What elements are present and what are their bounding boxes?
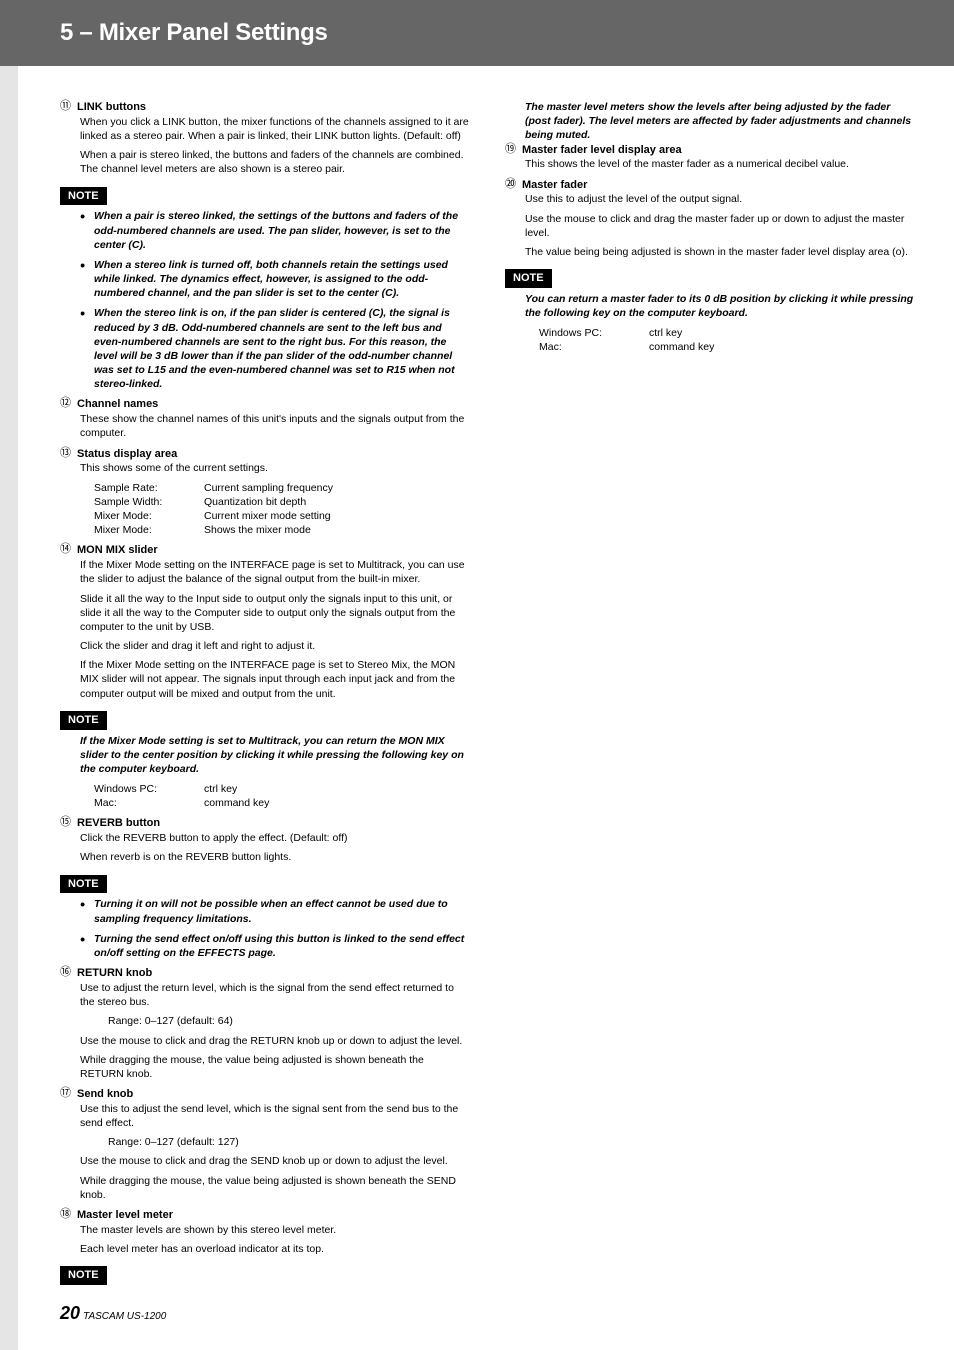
kv-val: ctrl key — [204, 782, 469, 796]
shortcut-table: Windows PC:ctrl key Mac:command key — [539, 326, 914, 354]
item-title: REVERB button — [77, 816, 160, 831]
note-block: NOTE Turning it on will not be possible … — [60, 871, 469, 961]
kv-key: Windows PC: — [539, 326, 649, 340]
item-link-buttons: ⑪ LINK buttons When you click a LINK but… — [60, 100, 469, 177]
body-text: This shows some of the current settings. — [80, 461, 469, 475]
left-margin-bar — [0, 0, 18, 1350]
item-number: ⑮ — [60, 816, 71, 829]
body-text: If the Mixer Mode setting on the INTERFA… — [80, 658, 469, 701]
note-text: The master level meters show the levels … — [525, 100, 914, 143]
kv-key: Mixer Mode: — [94, 523, 204, 537]
item-number: ⑬ — [60, 447, 71, 460]
note-bullet: When the stereo link is on, if the pan s… — [80, 306, 469, 391]
body-text: When a pair is stereo linked, the button… — [80, 148, 469, 176]
product-model: TASCAM US-1200 — [83, 1311, 166, 1322]
item-title: Status display area — [77, 447, 177, 462]
item-channel-names: ⑫ Channel names These show the channel n… — [60, 397, 469, 440]
item-number: ⑪ — [60, 100, 71, 113]
body-text: Use to adjust the return level, which is… — [80, 981, 469, 1009]
status-table: Sample Rate:Current sampling frequency S… — [94, 481, 469, 538]
kv-key: Sample Width: — [94, 495, 204, 509]
body-text: Use the mouse to click and drag the SEND… — [80, 1154, 469, 1168]
body-text: Use this to adjust the level of the outp… — [525, 192, 914, 206]
note-block: NOTE If the Mixer Mode setting is set to… — [60, 707, 469, 811]
item-title: Send knob — [77, 1087, 133, 1102]
note-label: NOTE — [505, 269, 552, 288]
body-text: When you click a LINK button, the mixer … — [80, 115, 469, 143]
kv-val: Shows the mixer mode — [204, 523, 469, 537]
item-number: ⑱ — [60, 1208, 71, 1221]
item-title: Master fader level display area — [522, 143, 682, 158]
body-text: Use this to adjust the send level, which… — [80, 1102, 469, 1130]
body-text: These show the channel names of this uni… — [80, 412, 469, 440]
item-title: Master fader — [522, 178, 587, 193]
item-number: ⑳ — [505, 178, 516, 191]
note-bullet: When a pair is stereo linked, the settin… — [80, 209, 469, 252]
body-text: If the Mixer Mode setting on the INTERFA… — [80, 558, 469, 586]
note-text: If the Mixer Mode setting is set to Mult… — [80, 734, 469, 777]
item-return: ⑯ RETURN knob Use to adjust the return l… — [60, 966, 469, 1081]
body-text: Use the mouse to click and drag the RETU… — [80, 1034, 469, 1048]
kv-key: Windows PC: — [94, 782, 204, 796]
kv-val: command key — [649, 340, 914, 354]
range-text: Range: 0–127 (default: 127) — [108, 1135, 469, 1149]
page-footer: 20 TASCAM US-1200 — [60, 1303, 166, 1324]
chapter-header: 5 – Mixer Panel Settings — [0, 0, 954, 66]
note-block: NOTE You can return a master fader to it… — [505, 265, 914, 355]
body-text: Each level meter has an overload indicat… — [80, 1242, 469, 1256]
body-text: The value being being adjusted is shown … — [525, 245, 914, 259]
item-number: ⑭ — [60, 543, 71, 556]
item-reverb: ⑮ REVERB button Click the REVERB button … — [60, 816, 469, 864]
item-number: ⑰ — [60, 1087, 71, 1100]
kv-val: Current mixer mode setting — [204, 509, 469, 523]
item-number: ⑯ — [60, 966, 71, 979]
kv-val: ctrl key — [649, 326, 914, 340]
shortcut-table: Windows PC:ctrl key Mac:command key — [94, 782, 469, 810]
note-label: NOTE — [60, 1266, 107, 1285]
kv-key: Mac: — [94, 796, 204, 810]
item-master-meter: ⑱ Master level meter The master levels a… — [60, 1208, 469, 1256]
note-bullet: Turning it on will not be possible when … — [80, 897, 469, 925]
body-text: Use the mouse to click and drag the mast… — [525, 212, 914, 240]
body-text: Click the REVERB button to apply the eff… — [80, 831, 469, 845]
body-text: Click the slider and drag it left and ri… — [80, 639, 469, 653]
chapter-title: 5 – Mixer Panel Settings — [60, 19, 328, 47]
body-text: This shows the level of the master fader… — [525, 157, 914, 171]
item-title: LINK buttons — [77, 100, 146, 115]
note-text: You can return a master fader to its 0 d… — [525, 292, 914, 320]
kv-val: Current sampling frequency — [204, 481, 469, 495]
body-text: While dragging the mouse, the value bein… — [80, 1174, 469, 1202]
item-title: MON MIX slider — [77, 543, 158, 558]
item-status-display: ⑬ Status display area This shows some of… — [60, 447, 469, 538]
kv-val: command key — [204, 796, 469, 810]
note-block: NOTE When a pair is stereo linked, the s… — [60, 183, 469, 392]
kv-key: Sample Rate: — [94, 481, 204, 495]
note-bullet: Turning the send effect on/off using thi… — [80, 932, 469, 960]
body-text: Slide it all the way to the Input side t… — [80, 592, 469, 635]
body-text: While dragging the mouse, the value bein… — [80, 1053, 469, 1081]
note-bullet: When a stereo link is turned off, both c… — [80, 258, 469, 301]
range-text: Range: 0–127 (default: 64) — [108, 1014, 469, 1028]
item-send: ⑰ Send knob Use this to adjust the send … — [60, 1087, 469, 1202]
kv-key: Mixer Mode: — [94, 509, 204, 523]
item-master-fader: ⑳ Master fader Use this to adjust the le… — [505, 178, 914, 260]
item-mon-mix: ⑭ MON MIX slider If the Mixer Mode setti… — [60, 543, 469, 700]
kv-val: Quantization bit depth — [204, 495, 469, 509]
note-label: NOTE — [60, 875, 107, 894]
kv-key: Mac: — [539, 340, 649, 354]
page-number: 20 — [60, 1303, 80, 1323]
page-content: ⑪ LINK buttons When you click a LINK but… — [60, 100, 914, 1290]
item-title: Master level meter — [77, 1208, 173, 1223]
note-label: NOTE — [60, 711, 107, 730]
item-title: Channel names — [77, 397, 158, 412]
item-number: ⑫ — [60, 397, 71, 410]
note-label: NOTE — [60, 187, 107, 206]
body-text: When reverb is on the REVERB button ligh… — [80, 850, 469, 864]
item-number: ⑲ — [505, 143, 516, 156]
body-text: The master levels are shown by this ster… — [80, 1223, 469, 1237]
item-master-fader-display: ⑲ Master fader level display area This s… — [505, 143, 914, 172]
item-title: RETURN knob — [77, 966, 152, 981]
